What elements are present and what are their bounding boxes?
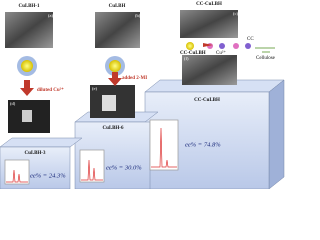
arrow-label: added 2-MI [122,76,147,81]
image-tag: (f) [184,56,189,61]
scheme-label: Cu²⁺ [216,50,226,56]
image-tag: (d) [10,101,16,106]
arrows [20,43,213,96]
top-label: CuI.BH-1 [19,4,40,9]
ee-value: ee% = 74.8% [185,141,221,148]
scheme-label: CC-CuI.BH [180,51,206,56]
structures [17,42,275,76]
image-tag: (b) [135,13,141,18]
image-tag: (e) [92,86,97,91]
box-label: CuI.BH-3 [25,151,46,156]
top-label: CuI.BH [109,4,126,9]
sem-images [5,10,238,133]
image-tag: (a) [48,13,53,18]
image-tag: (c) [233,11,238,16]
box-label: CC-CuI.BH [194,98,220,103]
box-label: CuI.BH-6 [103,126,124,131]
top-label: CC-CuI.BH [196,2,222,7]
arrow-label: diluted Cu²⁺ [37,87,64,93]
scheme-label: Cellulose [256,56,276,61]
chromatograms [4,119,179,185]
scheme-label: CC [247,37,254,42]
ee-value: ee% = 24.3% [30,172,66,179]
ee-value: ee% = 30.0% [106,164,142,171]
figure: CuI.BH-1 CuI.BH CC-CuI.BH (a) (b) (c) (d… [0,2,285,189]
